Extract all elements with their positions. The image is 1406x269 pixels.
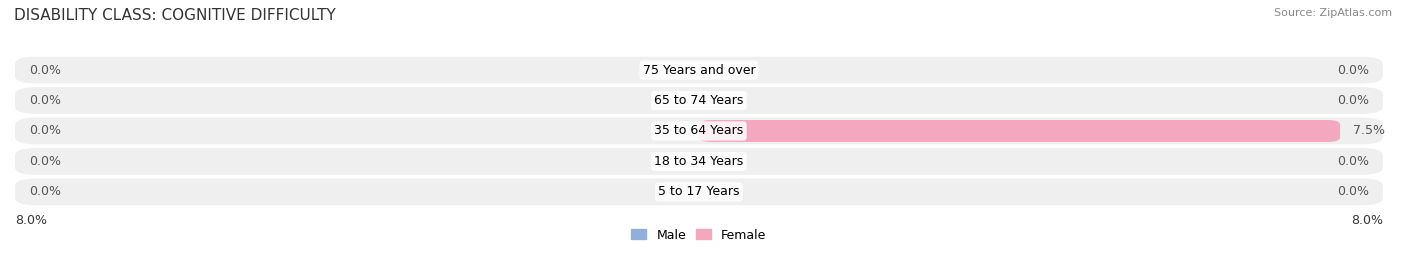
- Text: 0.0%: 0.0%: [1337, 185, 1369, 198]
- Text: 0.0%: 0.0%: [28, 155, 60, 168]
- Text: 8.0%: 8.0%: [15, 214, 46, 227]
- Text: 5 to 17 Years: 5 to 17 Years: [658, 185, 740, 198]
- FancyBboxPatch shape: [15, 148, 1384, 175]
- Text: 18 to 34 Years: 18 to 34 Years: [654, 155, 744, 168]
- Text: DISABILITY CLASS: COGNITIVE DIFFICULTY: DISABILITY CLASS: COGNITIVE DIFFICULTY: [14, 8, 336, 23]
- FancyBboxPatch shape: [15, 178, 1384, 205]
- Text: 7.5%: 7.5%: [1353, 125, 1385, 137]
- Text: 75 Years and over: 75 Years and over: [643, 63, 755, 77]
- Text: 0.0%: 0.0%: [1337, 155, 1369, 168]
- FancyBboxPatch shape: [699, 120, 1340, 142]
- Text: 65 to 74 Years: 65 to 74 Years: [654, 94, 744, 107]
- Text: 0.0%: 0.0%: [28, 94, 60, 107]
- Legend: Male, Female: Male, Female: [627, 225, 770, 245]
- FancyBboxPatch shape: [15, 57, 1384, 83]
- Text: 8.0%: 8.0%: [1351, 214, 1384, 227]
- FancyBboxPatch shape: [15, 118, 1384, 144]
- Text: Source: ZipAtlas.com: Source: ZipAtlas.com: [1274, 8, 1392, 18]
- Text: 0.0%: 0.0%: [1337, 94, 1369, 107]
- Text: 0.0%: 0.0%: [28, 185, 60, 198]
- Text: 35 to 64 Years: 35 to 64 Years: [654, 125, 744, 137]
- Text: 0.0%: 0.0%: [28, 63, 60, 77]
- Text: 0.0%: 0.0%: [1337, 63, 1369, 77]
- Text: 0.0%: 0.0%: [28, 125, 60, 137]
- FancyBboxPatch shape: [15, 87, 1384, 114]
